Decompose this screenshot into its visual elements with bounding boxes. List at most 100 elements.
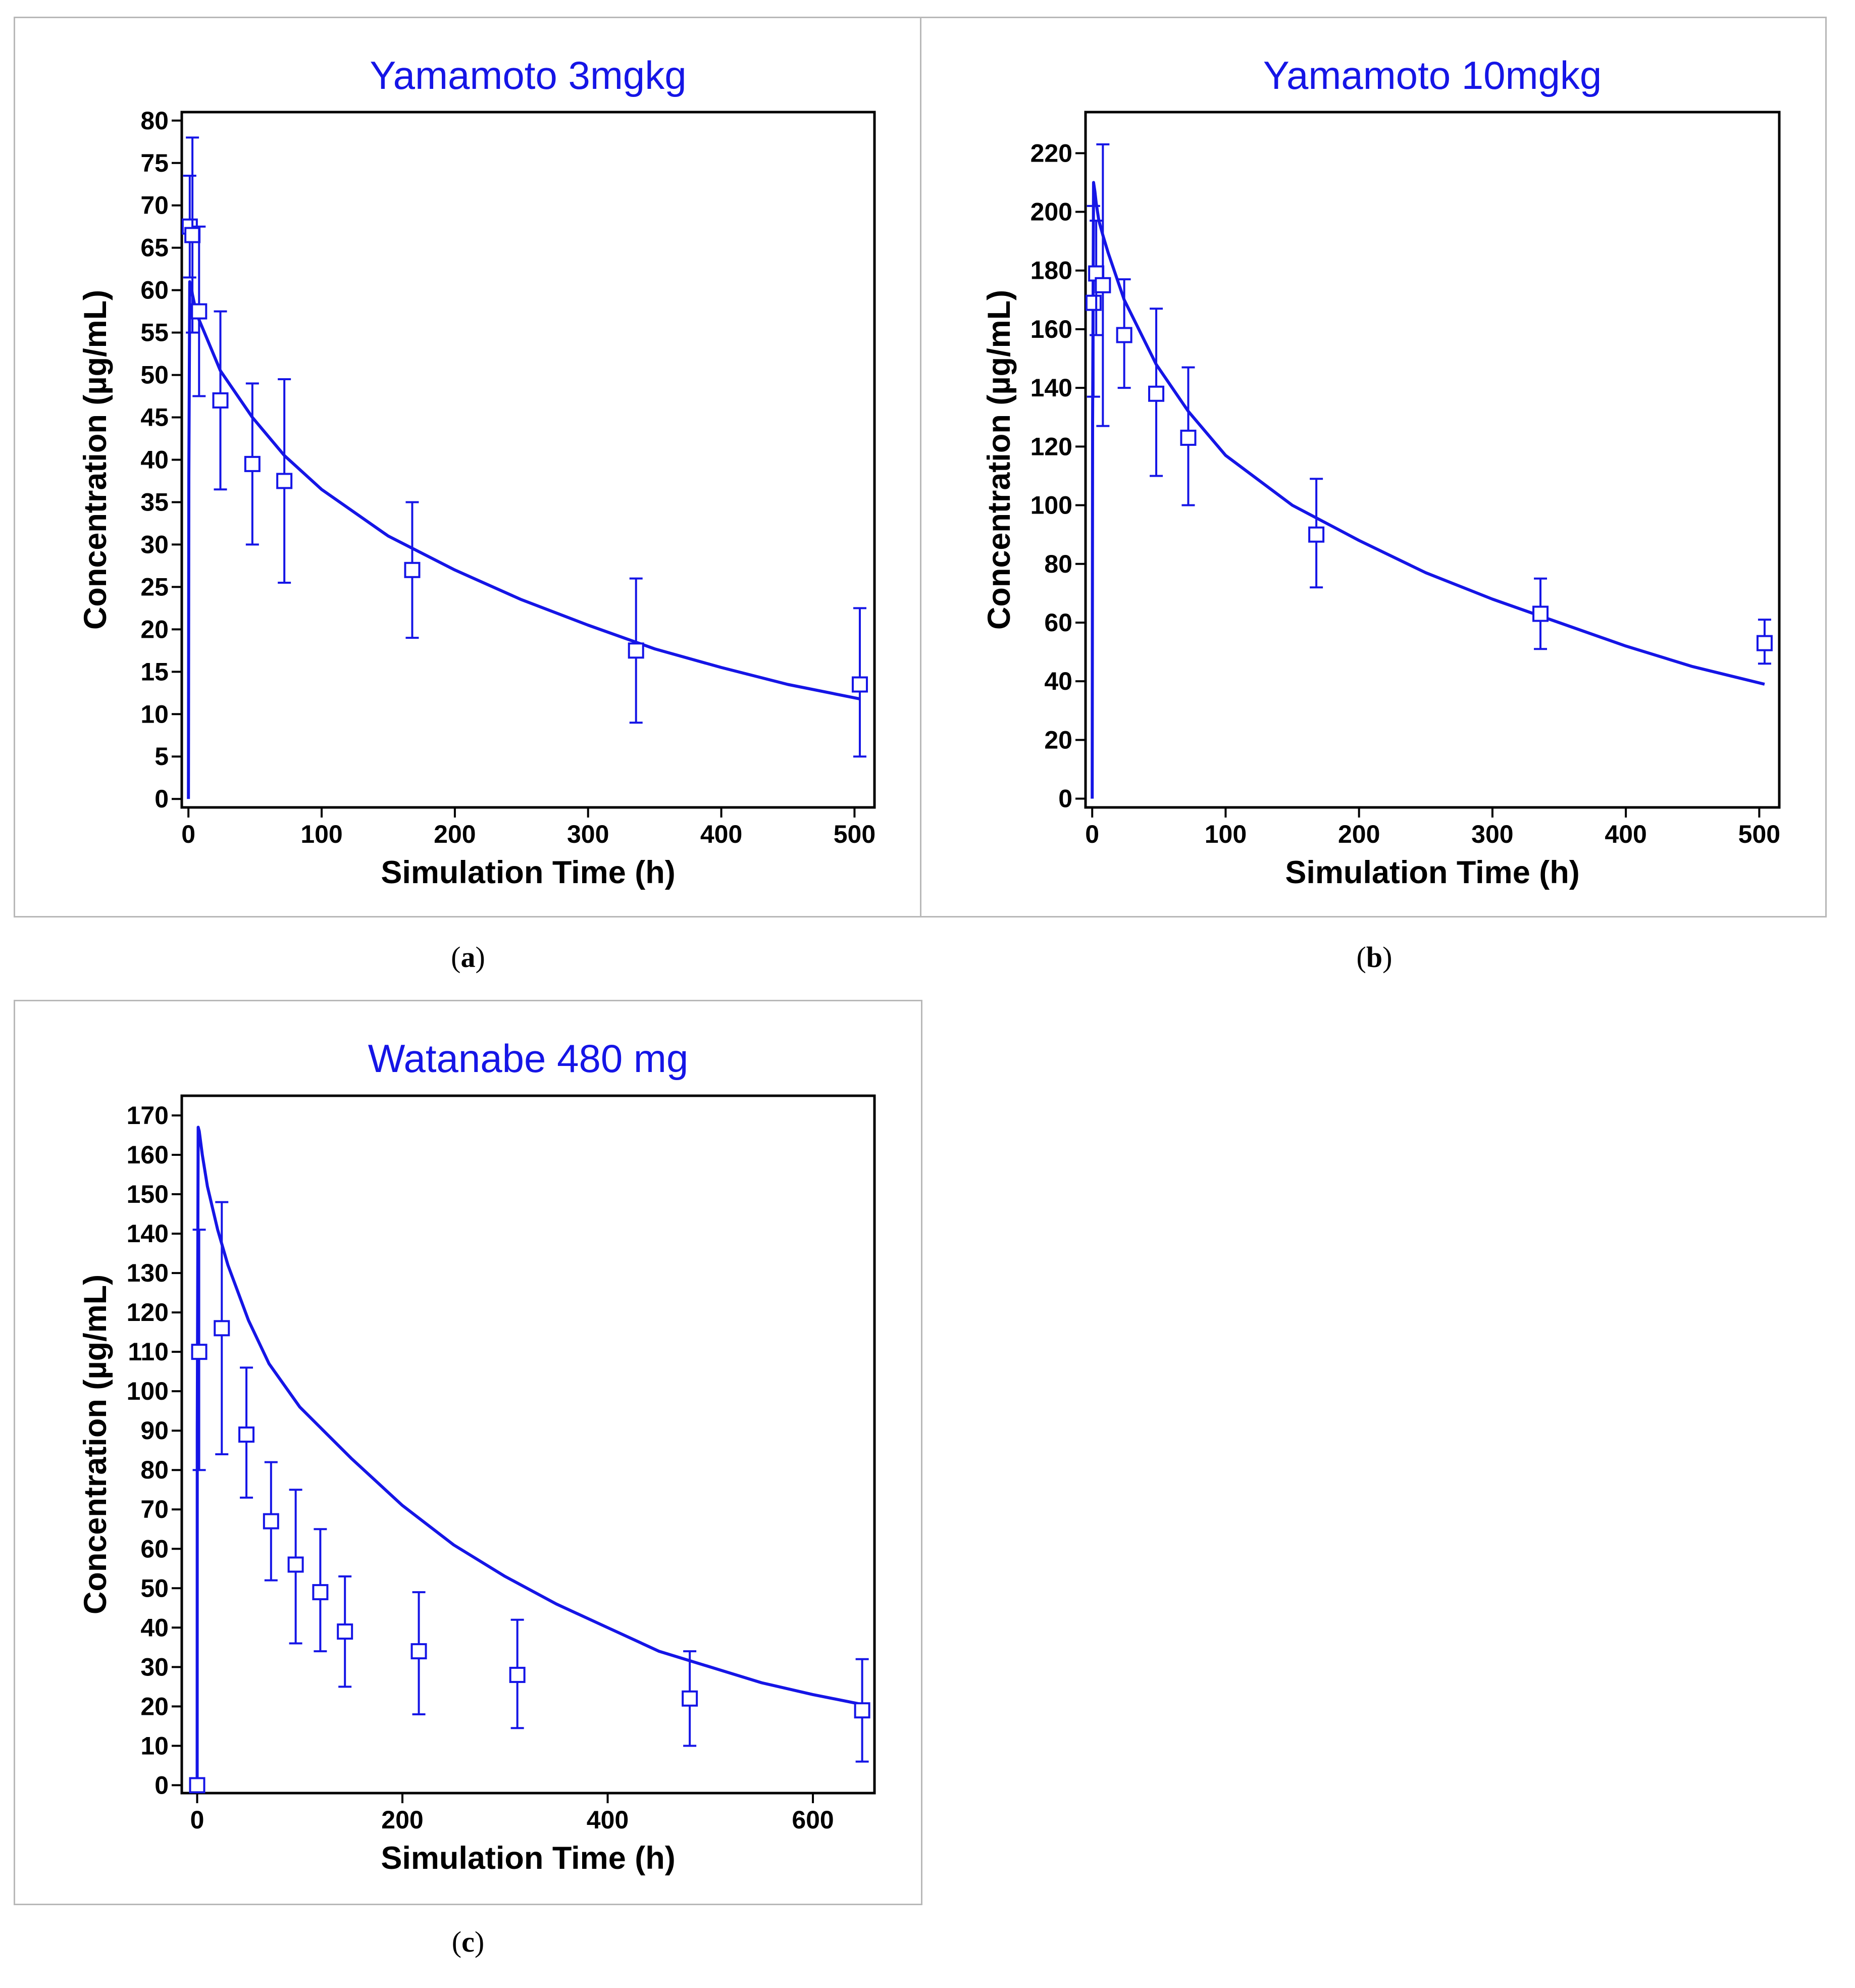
- y-tick-label: 65: [140, 234, 169, 262]
- y-tick-label: 160: [127, 1141, 169, 1169]
- y-tick-label: 70: [140, 1495, 169, 1523]
- x-tick-label: 200: [1338, 820, 1380, 848]
- data-marker-square: [337, 1623, 353, 1640]
- data-point-observed: [1180, 366, 1197, 506]
- x-tick-label: 0: [1085, 820, 1099, 848]
- y-tick-label: 140: [127, 1219, 169, 1248]
- panel-c: Watanabe 480 mg 0 10 20 30 40 50 60 70 80 90 100 110…: [14, 1000, 922, 1905]
- caption-c: (c): [392, 1925, 544, 1959]
- y-tick-label: 0: [154, 1771, 169, 1799]
- y-tick-label: 80: [140, 1456, 169, 1484]
- y-tick-label: 40: [140, 1613, 169, 1642]
- data-marker-square: [238, 1426, 255, 1443]
- y-tick-label: 15: [140, 657, 169, 686]
- data-point-observed: [404, 501, 421, 639]
- data-marker-square: [212, 392, 229, 409]
- y-tick-label: 90: [140, 1416, 169, 1445]
- data-marker-square: [1308, 526, 1325, 543]
- plot-frame: [180, 1094, 876, 1795]
- data-point-observed: [337, 1575, 353, 1688]
- x-tick-label: 100: [1205, 820, 1247, 848]
- y-tick-label: 5: [154, 742, 169, 771]
- data-point-observed: [238, 1366, 255, 1499]
- data-point-observed: [1532, 577, 1549, 650]
- caption-a-close: ): [475, 941, 485, 974]
- y-tick-label: 0: [154, 785, 169, 813]
- y-tick-label: 160: [1030, 315, 1072, 343]
- y-tick-label: 150: [127, 1180, 169, 1208]
- data-marker-square: [191, 303, 208, 320]
- caption-c-open: (: [451, 1925, 462, 1958]
- y-tick-label: 140: [1030, 374, 1072, 402]
- data-marker-square: [1148, 385, 1165, 402]
- data-marker-square: [191, 1344, 208, 1360]
- y-tick-label: 40: [140, 446, 169, 474]
- y-tick-label: 100: [1030, 491, 1072, 520]
- data-point-observed: [276, 378, 293, 584]
- data-point-observed: [191, 1229, 208, 1471]
- data-point-observed: [410, 1591, 427, 1715]
- x-axis-label: Simulation Time (h): [381, 855, 675, 890]
- chart-title: Yamamoto 10mgkg: [1263, 53, 1602, 97]
- y-tick-label: 10: [140, 700, 169, 728]
- x-tick-label: 300: [567, 820, 609, 848]
- y-tick-label: 35: [140, 488, 169, 516]
- data-point-observed: [263, 1461, 279, 1582]
- y-tick-label: 120: [127, 1298, 169, 1327]
- y-tick-label: 60: [140, 276, 169, 304]
- x-tick-label: 100: [300, 820, 342, 848]
- chart-b: Yamamoto 10mgkg 0 20 40 60 80 100 120 140 160 180 2…: [982, 53, 1781, 890]
- x-tick-label: 600: [792, 1806, 834, 1834]
- data-marker-square: [214, 1320, 230, 1337]
- chart-title: Yamamoto 3mgkg: [370, 53, 686, 97]
- y-tick-label: 25: [140, 573, 169, 601]
- y-tick-label: 50: [140, 1574, 169, 1602]
- data-point-observed: [312, 1528, 329, 1653]
- x-axis-label: Simulation Time (h): [381, 1841, 675, 1876]
- chart-title: Watanabe 480 mg: [368, 1036, 689, 1081]
- data-point-observed: [191, 225, 208, 397]
- panel-a: Yamamoto 3mgkg 0 5 10 15 20 25 30 35 40 45 50 55 60 65…: [14, 17, 922, 917]
- data-point-observed: [1095, 143, 1111, 427]
- y-tick-label: 20: [1044, 726, 1072, 754]
- y-tick-label: 220: [1030, 139, 1072, 167]
- data-marker-square: [1085, 294, 1102, 311]
- data-point-observed: [184, 136, 201, 334]
- x-tick-label: 0: [181, 820, 195, 848]
- x-tick-label: 400: [700, 820, 742, 848]
- y-tick-label: 0: [1058, 785, 1072, 813]
- caption-c-letter: c: [461, 1925, 475, 1958]
- chart-a: Yamamoto 3mgkg 0 5 10 15 20 25 30 35 40 45 50 55 60 65…: [78, 53, 876, 890]
- y-tick-label: 120: [1030, 432, 1072, 461]
- caption-b-close: ): [1382, 941, 1393, 974]
- data-marker-square: [1756, 635, 1773, 651]
- x-tick-label: 500: [1738, 820, 1780, 848]
- x-tick-label: 400: [587, 1806, 629, 1834]
- y-tick-label: 110: [128, 1338, 169, 1366]
- y-tick-label: 80: [1044, 550, 1072, 578]
- y-tick-label: 55: [140, 319, 169, 347]
- y-tick-label: 30: [140, 530, 169, 558]
- y-tick-label: 170: [127, 1101, 169, 1130]
- chart-c: Watanabe 480 mg 0 10 20 30 40 50 60 70 80 90 100 110…: [78, 1036, 876, 1876]
- data-point-observed: [1116, 278, 1132, 389]
- data-marker-square: [854, 1702, 870, 1719]
- plot-frame: [180, 111, 876, 809]
- panel-b: Yamamoto 10mgkg 0 20 40 60 80 100 120 140 160 180 2…: [920, 17, 1827, 917]
- data-marker-square: [851, 676, 868, 693]
- data-marker-square: [1116, 327, 1132, 343]
- data-point-observed: [212, 310, 229, 491]
- data-point-observed: [854, 1658, 870, 1763]
- caption-a: (a): [392, 940, 544, 974]
- caption-b-open: (: [1356, 941, 1366, 974]
- series-line-simulated: [1091, 181, 1765, 799]
- data-marker-square: [287, 1556, 304, 1573]
- caption-a-letter: a: [460, 941, 476, 974]
- data-marker-square: [682, 1690, 698, 1707]
- data-marker-square: [263, 1513, 279, 1530]
- data-marker-square: [312, 1584, 329, 1601]
- y-axis-label: Concentration (µg/mL): [78, 290, 113, 630]
- y-tick-label: 60: [140, 1535, 169, 1563]
- data-marker-square: [509, 1666, 526, 1683]
- x-tick-label: 0: [190, 1806, 204, 1834]
